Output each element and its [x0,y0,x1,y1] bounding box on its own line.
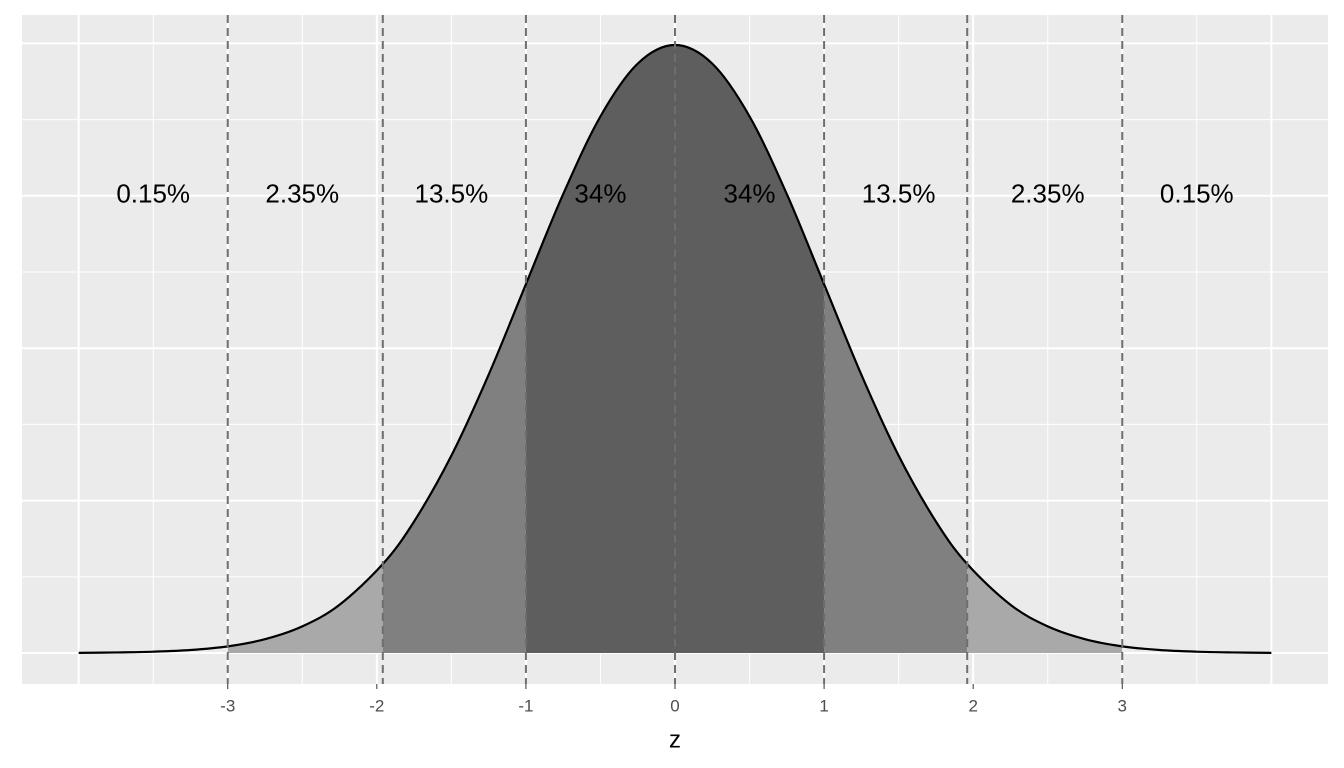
region [967,564,1123,654]
annotation: 2.35% [265,179,339,209]
x-tick-label: -1 [518,696,533,715]
x-tick-label: 0 [670,696,679,715]
annotation: 0.15% [1160,179,1234,209]
annotation: 13.5% [862,179,936,209]
x-axis-label: z [669,726,681,753]
region [227,564,383,654]
region [824,284,968,654]
region [382,284,526,654]
x-tick-label: -3 [220,696,235,715]
x-tick-label: -2 [369,696,384,715]
x-tick-label: 1 [819,696,828,715]
annotation: 2.35% [1011,179,1085,209]
annotation: 34% [724,179,776,209]
annotation: 0.15% [116,179,190,209]
region [525,45,825,654]
x-tick-label: 2 [968,696,977,715]
x-tick-label: 3 [1118,696,1127,715]
annotation: 13.5% [415,179,489,209]
annotation: 34% [574,179,626,209]
